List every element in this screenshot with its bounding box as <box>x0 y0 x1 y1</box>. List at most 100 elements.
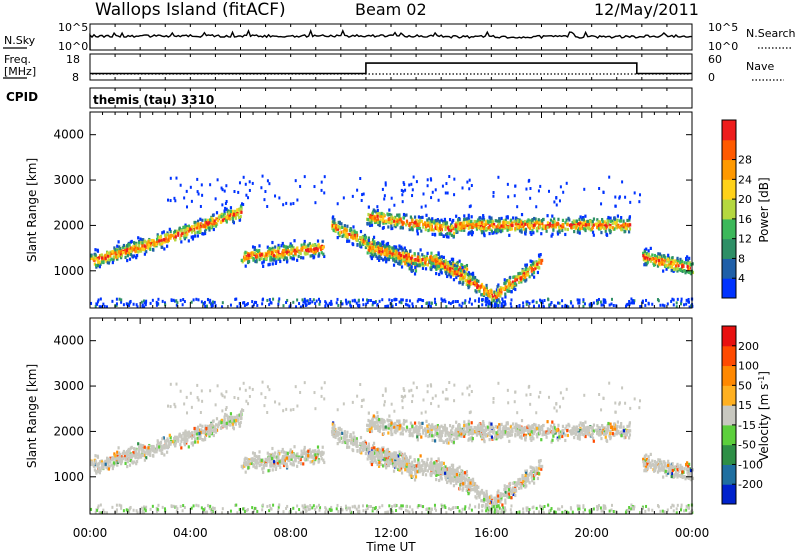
power-cell <box>441 299 444 303</box>
power-cell <box>401 193 404 197</box>
power-cell <box>393 298 396 302</box>
power-cell <box>687 258 690 263</box>
power-cell <box>438 224 442 228</box>
velocity-cell <box>102 464 105 468</box>
power-cell <box>263 198 266 202</box>
power-cell <box>561 224 564 228</box>
power-cell <box>244 264 247 268</box>
velocity-cell <box>212 433 215 438</box>
power-cell <box>377 222 380 227</box>
power-cell <box>211 304 214 308</box>
velocity-cell <box>275 460 278 465</box>
noise-sky-trace <box>89 28 692 50</box>
power-cell <box>513 275 516 279</box>
power-cell <box>614 204 617 208</box>
power-cell <box>212 227 215 232</box>
power-cell <box>469 275 472 279</box>
power-cell <box>442 255 445 259</box>
power-cell <box>202 232 205 236</box>
power-cell <box>411 268 415 273</box>
velocity-cell <box>143 450 146 454</box>
power-cell <box>497 304 500 308</box>
velocity-cell <box>310 455 313 459</box>
power-cell <box>401 222 404 226</box>
power-cell <box>101 260 104 264</box>
velocity-cell <box>141 444 144 448</box>
power-cell <box>461 226 464 230</box>
velocity-cell <box>411 474 415 479</box>
power-cell <box>378 250 381 254</box>
power-cell <box>524 229 527 233</box>
velocity-cell <box>362 443 365 448</box>
power-cell <box>261 261 264 265</box>
power-cell <box>489 220 492 224</box>
velocity-cell <box>331 432 334 437</box>
power-cell <box>398 251 401 255</box>
power-cell <box>351 231 354 235</box>
velocity-cell <box>127 457 130 462</box>
power-cell <box>579 226 582 230</box>
velocity-cell <box>166 450 169 454</box>
power-cell <box>209 183 212 187</box>
velocity-cell <box>343 431 346 436</box>
power-cell <box>602 190 605 194</box>
power-cell <box>367 205 370 209</box>
power-cell <box>605 233 609 237</box>
power-cell <box>416 227 419 231</box>
power-cell <box>295 305 298 309</box>
power-cell <box>363 233 367 238</box>
power-cell <box>689 271 692 275</box>
velocity-cell <box>314 458 317 462</box>
power-cell <box>309 244 313 249</box>
velocity-cell <box>287 458 290 463</box>
power-cell <box>200 300 203 304</box>
power-cell <box>598 221 601 225</box>
power-cell <box>271 257 274 261</box>
power-cell <box>528 221 532 225</box>
power-cell <box>383 194 386 198</box>
power-cell <box>310 249 313 253</box>
power-cell <box>369 246 372 250</box>
power-cell <box>470 272 473 276</box>
power-cell <box>681 259 684 263</box>
power-cell <box>615 304 618 308</box>
power-cell <box>119 252 122 256</box>
power-cell <box>106 254 110 258</box>
power-cell <box>683 303 686 307</box>
power-cell <box>340 300 343 304</box>
velocity-cell <box>234 422 237 426</box>
power-cell <box>143 305 146 309</box>
power-cell <box>169 235 172 239</box>
power-cell <box>481 217 484 221</box>
power-cell <box>367 248 371 253</box>
power-cell <box>502 219 505 223</box>
power-cell <box>400 298 403 302</box>
velocity-cell <box>98 471 101 475</box>
power-cell <box>475 290 478 294</box>
power-cell <box>396 213 399 217</box>
velocity-cell <box>109 460 112 464</box>
power-cell <box>467 271 471 275</box>
power-cell <box>488 299 491 303</box>
power-cell <box>332 224 336 228</box>
power-cell <box>473 280 476 284</box>
velocity-cell <box>179 443 182 447</box>
power-cell <box>504 284 507 288</box>
power-cell <box>341 234 344 239</box>
power-cell <box>588 223 591 227</box>
power-cell <box>393 250 397 254</box>
velocity-cell <box>345 435 348 439</box>
power-cell <box>464 278 467 283</box>
power-cell <box>205 304 208 308</box>
velocity-cell <box>284 451 287 455</box>
power-cell <box>588 219 592 223</box>
power-cell <box>221 218 225 222</box>
power-cell <box>602 303 605 307</box>
power-cell <box>622 219 625 223</box>
velocity-cell <box>247 466 250 470</box>
power-cell <box>585 223 588 227</box>
power-cell <box>620 216 623 220</box>
power-cell <box>360 245 363 249</box>
velocity-cell <box>122 457 125 461</box>
power-cell <box>475 227 479 231</box>
